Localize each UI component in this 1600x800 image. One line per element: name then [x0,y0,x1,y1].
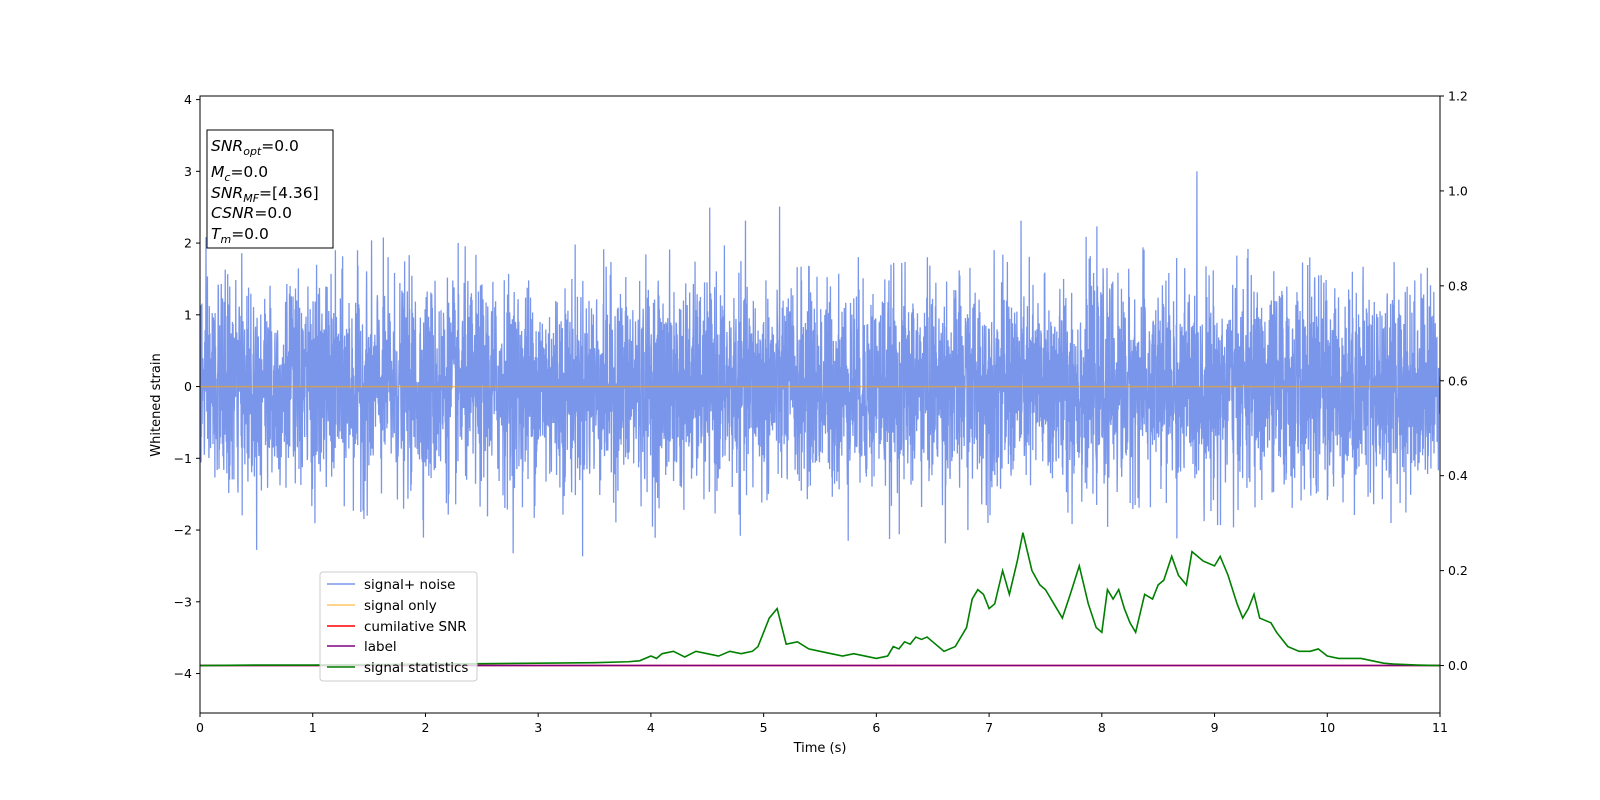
y-tick-label: −4 [174,666,192,681]
legend-entry-signal-only: signal only [364,598,437,614]
signal-plus-noise-path [200,171,1440,557]
y-axis-right: 1.2 1.0 0.8 0.6 0.4 0.2 0.0 [1440,89,1468,673]
x-axis-label: Time (s) [793,741,847,756]
y-tick-label: 4 [184,92,192,107]
info-csnr: CSNR=0.0 [211,204,292,222]
y2-tick-label: 0.4 [1448,468,1468,483]
x-tick-label: 6 [872,720,880,735]
info-mc: Mc=0.0 [211,163,268,184]
x-tick-label: 4 [647,720,655,735]
x-tick-label: 10 [1319,720,1335,735]
x-tick-label: 8 [1098,720,1106,735]
y-tick-label: −2 [174,523,192,538]
x-tick-label: 11 [1432,720,1448,735]
info-snr-mf: SNRMF=[4.36] [211,184,319,205]
y2-tick-label: 0.0 [1448,658,1468,673]
y-axis-left: 4 3 2 1 0 −1 −2 −3 −4 [174,92,200,681]
y-axis-label: Whitened strain [149,353,164,456]
x-tick-label: 9 [1211,720,1219,735]
x-tick-label: 7 [985,720,993,735]
legend-entry-signal-statistics: signal statistics [364,660,468,676]
info-tm: Tm=0.0 [211,225,269,246]
signal-plus-noise-line [200,171,1440,557]
y-tick-label: 0 [184,379,192,394]
legend-entry-cumulative-snr: cumilative SNR [364,619,467,635]
y-tick-label: 1 [184,307,192,322]
info-box: SNRopt=0.0 Mc=0.0 SNRMF=[4.36] CSNR=0.0 … [206,129,334,249]
plot-frame [199,95,1441,714]
x-tick-label: 1 [309,720,317,735]
legend-frame [319,571,478,682]
x-axis: 0 1 2 3 4 5 6 7 8 9 10 11 [196,713,1448,735]
y-tick-label: 2 [184,236,192,251]
info-box-frame [206,129,334,249]
legend: signal+ noise signal only cumilative SNR… [319,571,478,682]
legend-entry-label: label [364,639,397,655]
y2-tick-label: 0.2 [1448,563,1468,578]
signal-statistics-line [200,532,1440,667]
x-tick-label: 2 [421,720,429,735]
y2-tick-label: 1.2 [1448,89,1468,104]
y2-tick-label: 0.6 [1448,373,1468,388]
x-tick-label: 0 [196,720,204,735]
legend-entry-signal-noise: signal+ noise [364,577,455,593]
y2-tick-label: 1.0 [1448,183,1468,198]
y-tick-label: −3 [174,594,192,609]
x-tick-label: 3 [534,720,542,735]
y-tick-label: 3 [184,164,192,179]
info-snr-opt: SNRopt=0.0 [211,137,299,158]
y2-tick-label: 0.8 [1448,278,1468,293]
y-tick-label: −1 [174,451,192,466]
x-tick-label: 5 [760,720,768,735]
